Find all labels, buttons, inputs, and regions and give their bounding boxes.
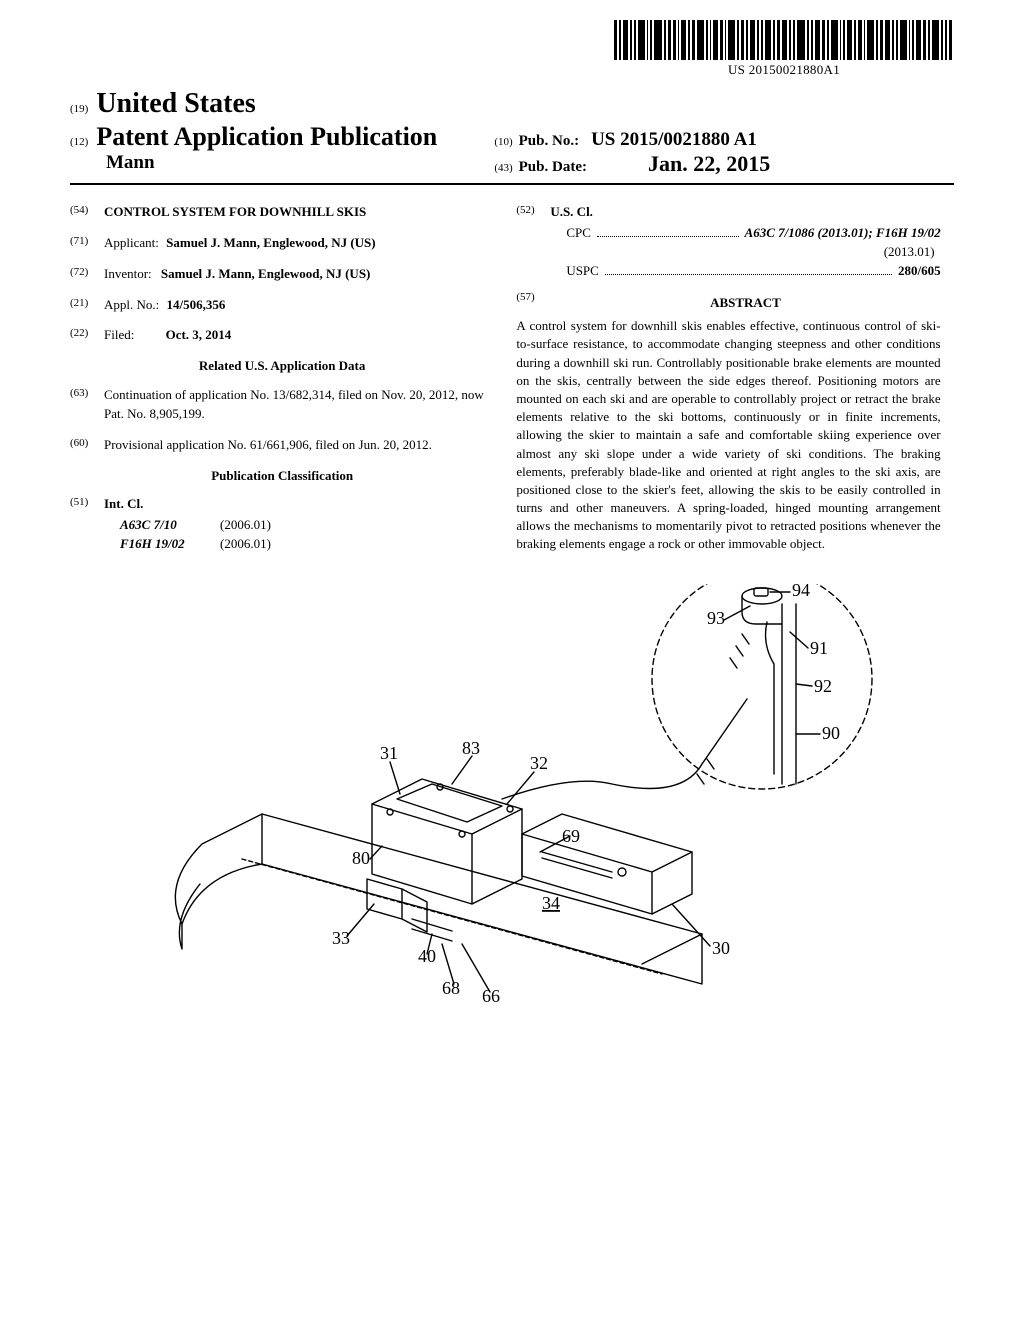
svg-text:69: 69 [562,826,580,846]
uspc-value: 280/605 [898,262,941,281]
uspc-label: USPC [566,262,599,281]
related-apps-heading: Related U.S. Application Data [70,357,494,376]
svg-text:32: 32 [530,753,548,773]
svg-text:31: 31 [380,743,398,763]
intcl-code-1: F16H 19/02 [120,535,220,554]
applno-value: 14/506,356 [167,297,226,312]
code-10: (10) [494,136,512,148]
invention-title: CONTROL SYSTEM FOR DOWNHILL SKIS [104,203,494,222]
code-21: (21) [70,296,104,315]
svg-text:34: 34 [542,893,560,913]
publication-title: Patent Application Publication [96,122,437,152]
code-22: (22) [70,326,104,345]
svg-text:92: 92 [814,676,832,696]
country-name: United States [96,88,255,120]
code-54: (54) [70,203,104,222]
svg-text:80: 80 [352,848,370,868]
pubno-label: Pub. No.: [519,133,579,150]
code-72: (72) [70,265,104,284]
svg-text:30: 30 [712,938,730,958]
dotfill [597,227,739,237]
svg-text:83: 83 [462,738,480,758]
svg-text:68: 68 [442,978,460,998]
pub-classification-heading: Publication Classification [70,467,494,486]
header-rule [70,183,954,185]
cpc-year: (2013.01) [566,243,934,262]
pubdate-label: Pub. Date: [519,159,587,176]
code-51: (51) [70,495,104,514]
intcl-label: Int. Cl. [104,495,494,514]
abstract-heading: ABSTRACT [550,294,940,313]
barcode-text: US 20150021880A1 [614,62,954,78]
applno-label: Appl. No.: [104,297,159,312]
code-57: (57) [516,290,550,317]
cpc-label: CPC [566,224,591,243]
svg-text:40: 40 [418,946,436,966]
cpc-value: A63C 7/1086 (2013.01); F16H 19/02 [745,224,941,243]
barcode-block: US 20150021880A1 [614,20,954,78]
filed-value: Oct. 3, 2014 [166,327,232,342]
code-52: (52) [516,203,550,222]
code-19: (19) [70,103,88,115]
right-column: (52) U.S. Cl. CPC A63C 7/1086 (2013.01);… [516,203,940,554]
code-71: (71) [70,234,104,253]
intcl-year-0: (2006.01) [220,516,271,535]
svg-text:91: 91 [810,638,828,658]
code-63: (63) [70,386,104,424]
code-12: (12) [70,136,88,148]
applicant-label: Applicant: [104,235,159,250]
author-surname: Mann [70,152,494,174]
svg-text:93: 93 [707,608,725,628]
inventor-label: Inventor: [104,266,152,281]
patent-figure: 31 83 32 80 33 40 69 68 66 34 30 [70,584,954,1064]
intcl-code-0: A63C 7/10 [120,516,220,535]
code-43: (43) [494,162,512,174]
dotfill-2 [605,265,892,275]
pubdate-value: Jan. 22, 2015 [648,151,770,177]
provisional-text: Provisional application No. 61/661,906, … [104,436,494,455]
filed-label: Filed: [104,327,134,342]
uscl-label: U.S. Cl. [550,203,940,222]
svg-text:66: 66 [482,986,500,1006]
code-60: (60) [70,436,104,455]
inventor-name: Samuel J. Mann, Englewood, NJ (US) [161,266,370,281]
intcl-year-1: (2006.01) [220,535,271,554]
left-column: (54) CONTROL SYSTEM FOR DOWNHILL SKIS (7… [70,203,494,554]
barcode-graphic [614,20,954,60]
svg-text:94: 94 [792,584,810,600]
svg-text:90: 90 [822,723,840,743]
continuation-text: Continuation of application No. 13/682,3… [104,386,494,424]
applicant-name: Samuel J. Mann, Englewood, NJ (US) [166,235,375,250]
svg-text:33: 33 [332,928,350,948]
pubno-value: US 2015/0021880 A1 [591,129,757,151]
abstract-text: A control system for downhill skis enabl… [516,317,940,553]
